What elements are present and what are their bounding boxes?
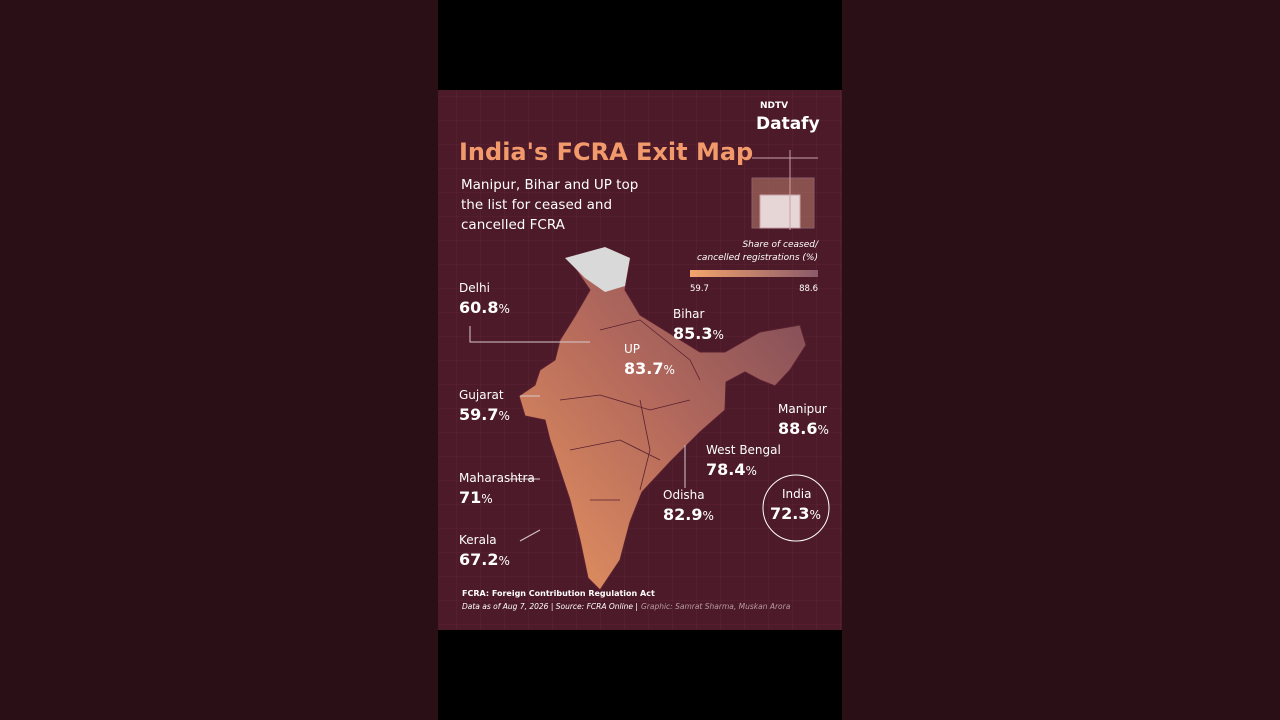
logo-top: NDTV — [760, 101, 788, 111]
unit: % — [481, 492, 492, 506]
value: 59.7 — [459, 405, 498, 424]
state-name: India — [782, 487, 811, 501]
title: India's FCRA Exit Map — [459, 138, 753, 166]
legend-title: Share of ceased/ — [742, 240, 819, 250]
state-name: Maharashtra — [459, 471, 535, 485]
legend-min: 59.7 — [690, 284, 709, 294]
india-circle — [762, 474, 830, 542]
value: 67.2 — [459, 550, 498, 569]
state-name: Kerala — [459, 533, 497, 547]
state-name: West Bengal — [706, 443, 781, 457]
unit: % — [663, 363, 674, 377]
legend-max: 88.6 — [799, 284, 818, 294]
state-value: 67.2% — [459, 550, 510, 569]
state-value: 71% — [459, 488, 493, 507]
building-icon — [751, 150, 818, 230]
state-value: 59.7% — [459, 405, 510, 424]
state-value: 82.9% — [663, 505, 714, 524]
state-name: Bihar — [673, 307, 705, 321]
subtitle-line: cancelled FCRA — [461, 217, 566, 233]
state-name: Manipur — [778, 402, 827, 416]
leader-lines — [469, 326, 686, 542]
value: 88.6 — [778, 419, 817, 438]
value: 78.4 — [706, 460, 745, 479]
state-name: Delhi — [459, 281, 490, 295]
unit: % — [498, 409, 509, 423]
footnote: FCRA: Foreign Contribution Regulation Ac… — [462, 589, 655, 598]
legend-title: cancelled registrations (%) — [697, 253, 818, 263]
source: Data as of Aug 7, 2026 | Source: FCRA On… — [462, 602, 791, 611]
subtitle-line: the list for ceased and — [461, 197, 612, 213]
state-value: 88.6% — [778, 419, 829, 438]
state-borders — [559, 319, 701, 501]
unit: % — [498, 554, 509, 568]
state-name: UP — [624, 342, 640, 356]
unit: % — [817, 423, 828, 437]
unit: % — [745, 464, 756, 478]
state-value: 72.3% — [770, 504, 821, 523]
state-value: 85.3% — [673, 324, 724, 343]
side-background — [0, 0, 438, 720]
state-name: Odisha — [663, 488, 705, 502]
value: 72.3 — [770, 504, 809, 523]
kashmir — [565, 247, 630, 292]
logo-bottom: Datafy — [756, 114, 820, 134]
state-name: Gujarat — [459, 388, 504, 402]
state-value: 83.7% — [624, 359, 675, 378]
value: 71 — [459, 488, 481, 507]
value: 83.7 — [624, 359, 663, 378]
value: 85.3 — [673, 324, 712, 343]
credit: Graphic: Samrat Sharma, Muskan Arora — [641, 602, 791, 611]
source-text: Data as of Aug 7, 2026 | Source: FCRA On… — [462, 602, 638, 611]
unit: % — [702, 509, 713, 523]
unit: % — [809, 508, 820, 522]
state-value: 78.4% — [706, 460, 757, 479]
logo: NDTV Datafy — [756, 101, 820, 134]
value: 60.8 — [459, 298, 498, 317]
india-map — [518, 247, 807, 591]
unit: % — [712, 328, 723, 342]
value: 82.9 — [663, 505, 702, 524]
legend-bar — [690, 270, 818, 277]
subtitle-line: Manipur, Bihar and UP top — [461, 177, 638, 193]
unit: % — [498, 302, 509, 316]
side-background — [842, 0, 1280, 720]
state-value: 60.8% — [459, 298, 510, 317]
